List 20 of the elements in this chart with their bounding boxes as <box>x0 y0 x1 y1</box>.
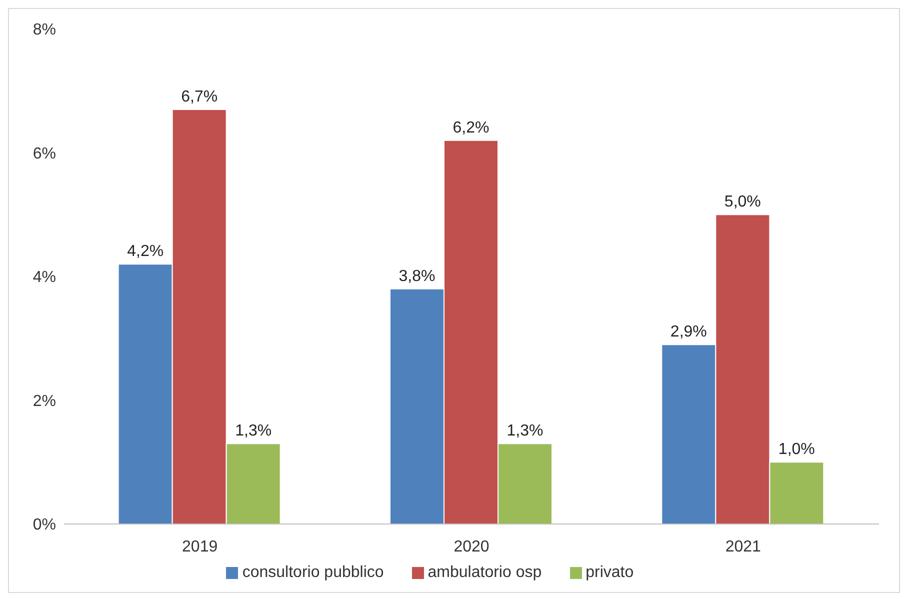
legend-label: consultorio pubblico <box>242 564 384 581</box>
data-label: 4,2% <box>127 243 164 260</box>
legend-label: ambulatorio osp <box>428 564 542 581</box>
y-tick-label: 0% <box>32 516 56 534</box>
y-tick-label: 2% <box>32 392 56 410</box>
y-tick-label: 8% <box>32 22 56 39</box>
data-label: 1,0% <box>778 441 815 458</box>
data-label: 1,3% <box>235 422 272 440</box>
data-label: 1,3% <box>506 422 544 440</box>
legend-label: privato <box>586 564 634 581</box>
x-tick-label: 2021 <box>725 538 762 556</box>
x-tick-label: 2019 <box>182 538 218 556</box>
data-label: 6,7% <box>181 88 218 106</box>
data-label: 2,9% <box>670 324 707 341</box>
data-label: 5,0% <box>724 194 761 211</box>
data-label: 3,8% <box>398 268 436 285</box>
x-tick-label: 2020 <box>454 538 490 556</box>
data-label: 6,2% <box>452 119 490 136</box>
y-tick-label: 6% <box>32 145 56 162</box>
y-tick-label: 4% <box>32 269 56 286</box>
